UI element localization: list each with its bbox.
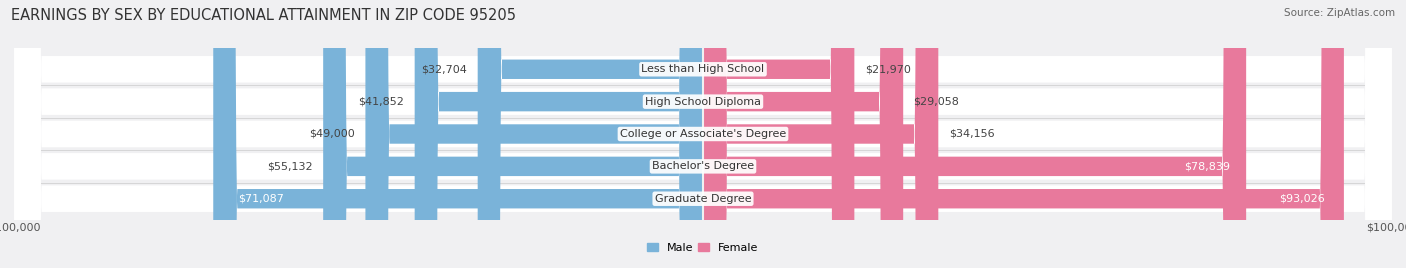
Text: $71,087: $71,087 bbox=[238, 194, 284, 204]
Text: EARNINGS BY SEX BY EDUCATIONAL ATTAINMENT IN ZIP CODE 95205: EARNINGS BY SEX BY EDUCATIONAL ATTAINMEN… bbox=[11, 8, 516, 23]
FancyBboxPatch shape bbox=[703, 0, 938, 268]
FancyBboxPatch shape bbox=[14, 0, 1392, 268]
Text: Graduate Degree: Graduate Degree bbox=[655, 194, 751, 204]
FancyBboxPatch shape bbox=[214, 0, 703, 268]
FancyBboxPatch shape bbox=[14, 0, 1392, 268]
Text: $78,839: $78,839 bbox=[1184, 161, 1230, 171]
FancyBboxPatch shape bbox=[703, 0, 1344, 268]
FancyBboxPatch shape bbox=[14, 0, 1392, 268]
Legend: Male, Female: Male, Female bbox=[643, 238, 763, 257]
Text: $93,026: $93,026 bbox=[1279, 194, 1324, 204]
Text: $49,000: $49,000 bbox=[309, 129, 356, 139]
Text: $29,058: $29,058 bbox=[914, 97, 959, 107]
Text: $21,970: $21,970 bbox=[865, 64, 911, 74]
FancyBboxPatch shape bbox=[323, 0, 703, 268]
FancyBboxPatch shape bbox=[366, 0, 703, 268]
Text: $55,132: $55,132 bbox=[267, 161, 314, 171]
FancyBboxPatch shape bbox=[703, 0, 903, 268]
FancyBboxPatch shape bbox=[14, 0, 1392, 268]
Text: College or Associate's Degree: College or Associate's Degree bbox=[620, 129, 786, 139]
FancyBboxPatch shape bbox=[14, 0, 1392, 268]
FancyBboxPatch shape bbox=[478, 0, 703, 268]
Text: $32,704: $32,704 bbox=[422, 64, 467, 74]
FancyBboxPatch shape bbox=[703, 0, 855, 268]
Text: Source: ZipAtlas.com: Source: ZipAtlas.com bbox=[1284, 8, 1395, 18]
Text: $34,156: $34,156 bbox=[949, 129, 994, 139]
FancyBboxPatch shape bbox=[703, 0, 1246, 268]
Text: Less than High School: Less than High School bbox=[641, 64, 765, 74]
Text: Bachelor's Degree: Bachelor's Degree bbox=[652, 161, 754, 171]
FancyBboxPatch shape bbox=[415, 0, 703, 268]
Text: High School Diploma: High School Diploma bbox=[645, 97, 761, 107]
Text: $41,852: $41,852 bbox=[359, 97, 405, 107]
